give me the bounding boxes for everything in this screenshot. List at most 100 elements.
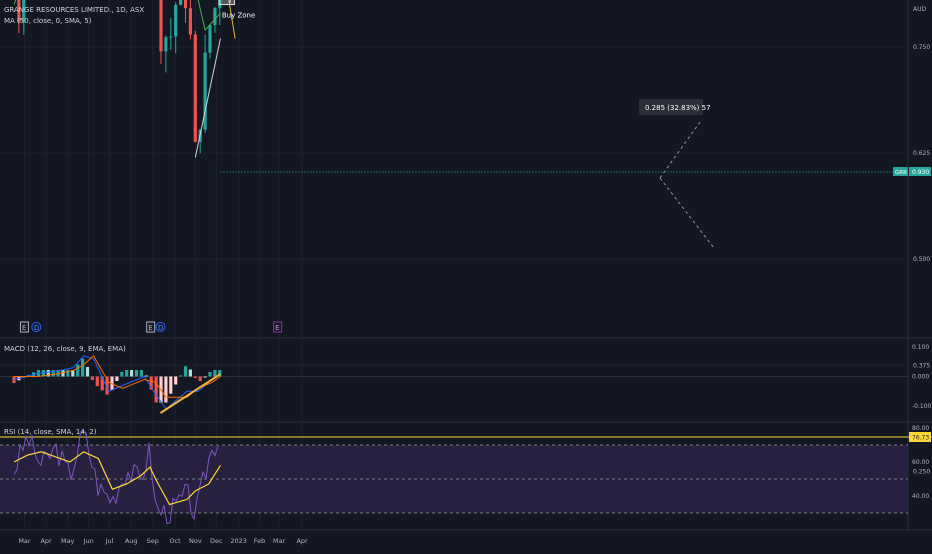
macd-histogram-bar: [193, 376, 197, 379]
macd-histogram-bar: [174, 376, 178, 385]
time-tick: Mar: [273, 537, 286, 545]
time-tick: Aug: [125, 537, 138, 545]
macd-histogram-bar: [134, 369, 139, 377]
macd-histogram-bar: [164, 376, 168, 403]
time-tick: Feb: [254, 537, 266, 545]
macd-histogram-bar: [76, 364, 80, 377]
rsi-tick: 80.00: [912, 425, 929, 432]
measure-label-bg: [639, 99, 703, 115]
time-tick: Oct: [169, 537, 181, 545]
price-tick: 0.375: [913, 362, 930, 369]
macd-histogram-bar: [125, 369, 129, 377]
macd-histogram-bar: [208, 371, 212, 377]
time-tick: Apr: [40, 537, 52, 545]
candle-body: [159, 0, 163, 52]
candle-body: [213, 8, 217, 26]
rsi-badge-label: 76.73: [912, 435, 929, 442]
macd-histogram-bar: [90, 376, 94, 381]
macd-histogram-bar: [95, 376, 99, 387]
symbol-badge-label: GRR: [895, 170, 907, 176]
buy-zone-label: Buy Zone: [222, 12, 255, 20]
rsi-line: [13, 430, 219, 525]
macd-histogram-bar: [213, 369, 217, 377]
last-price-label: 0.930: [912, 169, 929, 176]
measure-label: 0.285 (32.83%) 57: [645, 104, 711, 112]
rsi-tick: 60.00: [912, 459, 929, 466]
macd-histogram-bar: [46, 369, 50, 377]
macd-histogram-bar: [154, 376, 158, 403]
macd-histogram-bar: [169, 376, 173, 394]
macd-histogram-bar: [139, 369, 143, 377]
macd-histogram-bar: [12, 376, 16, 384]
candle-body: [193, 34, 197, 142]
ma-legend[interactable]: MA (50, close, 0, SMA, 5): [4, 17, 92, 25]
candle-body: [17, 0, 21, 23]
macd-histogram-bar: [81, 358, 85, 377]
macd-histogram-bar: [71, 369, 75, 377]
rising-trendline: [194, 38, 221, 158]
macd-histogram-bar: [51, 369, 55, 377]
dividend-marker: [155, 322, 166, 332]
candle-body: [174, 4, 178, 37]
currency-label: AUD: [913, 6, 926, 13]
symbol-legend[interactable]: GRANGE RESOURCES LIMITED., 1D, ASX: [4, 6, 145, 14]
dividend-marker-label: D: [158, 324, 163, 332]
time-tick: 2023: [230, 537, 247, 545]
macd-tick: 0.000: [912, 374, 929, 381]
time-tick: Dec: [210, 537, 223, 545]
macd-histogram-bar: [149, 376, 153, 390]
price-tick: 0.500: [913, 256, 930, 263]
macd-histogram-bar: [66, 369, 70, 377]
earnings-marker-label: E: [22, 324, 26, 332]
dividend-marker: [31, 322, 42, 332]
macd-histogram-bar: [85, 366, 90, 377]
macd-tick: -0.100: [912, 403, 932, 410]
candle-body: [208, 25, 212, 53]
candle-body: [22, 0, 26, 23]
macd-legend[interactable]: MACD (12, 26, close, 9, EMA, EMA): [4, 345, 126, 353]
macd-histogram-bar: [183, 366, 188, 377]
time-tick: Jul: [105, 537, 114, 545]
price-tick: 0.250: [913, 468, 930, 475]
time-tick: Sep: [147, 537, 159, 545]
earnings-marker-label: E: [148, 324, 152, 332]
earnings-marker: [273, 321, 283, 333]
last-price-badge: [909, 167, 931, 176]
earnings-marker: [19, 321, 29, 333]
macd-histogram-bar: [120, 371, 124, 377]
rsi-legend[interactable]: RSI (14, close, SMA, 14, 2): [4, 428, 97, 436]
axes: AUD1.6251.5001.3751.2501.0000.8750.7500.…: [18, 6, 932, 545]
macd-tick: 0.100: [912, 344, 929, 351]
candle-body: [179, 0, 183, 5]
macd-histogram-bar: [115, 376, 119, 382]
time-tick: May: [61, 537, 75, 545]
time-tick: Apr: [296, 537, 308, 545]
symbol-badge: [893, 167, 908, 176]
macd-histogram-bar: [130, 369, 134, 377]
earnings-marker-label: E: [275, 324, 279, 332]
macd-histogram-bar: [100, 376, 104, 391]
candle-body: [164, 37, 168, 52]
dividend-marker-label: D: [34, 324, 39, 332]
rsi-ma-line: [13, 451, 221, 506]
macd-histogram-bar: [203, 376, 207, 378]
candle-body: [169, 36, 173, 38]
rsi-pane[interactable]: [0, 430, 932, 525]
candle-body: [203, 52, 207, 130]
projection-down-dashed: [659, 177, 715, 249]
time-tick: Nov: [189, 537, 202, 545]
macd-histogram-bar: [105, 376, 109, 395]
rsi-tick: 40.00: [912, 493, 929, 500]
macd-histogram-bar: [198, 376, 202, 382]
macd-histogram-bar: [144, 375, 148, 377]
price-tick: 0.750: [913, 44, 930, 51]
buy-zone-box: [218, 0, 235, 6]
macd-histogram-bar: [179, 375, 183, 377]
time-tick: Mar: [18, 537, 31, 545]
candle-body: [188, 8, 192, 35]
time-tick: Jun: [83, 537, 94, 545]
macd-divergence-line: [159, 373, 222, 414]
macd-pane[interactable]: [0, 354, 908, 414]
